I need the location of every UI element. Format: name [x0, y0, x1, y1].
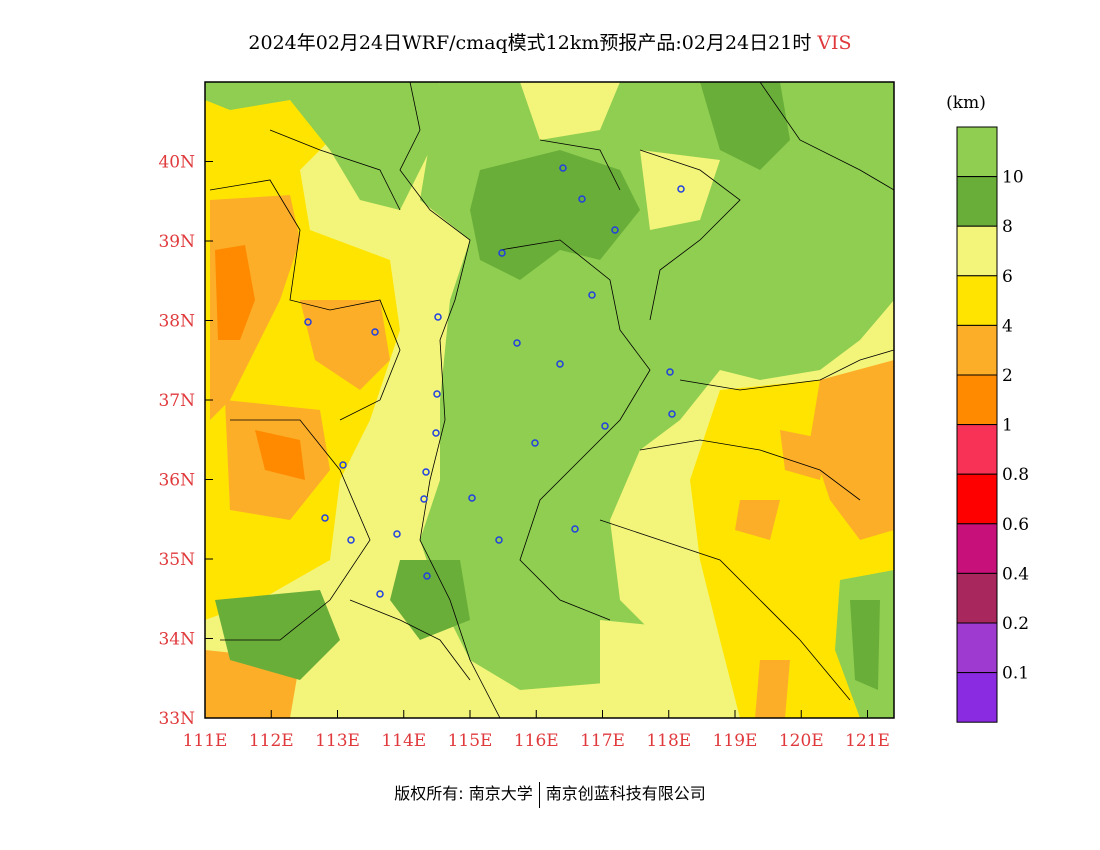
city-marker: [677, 185, 685, 193]
city-marker: [432, 429, 440, 437]
colorbar-swatch: [956, 126, 998, 178]
colorbar-level-label: 0.2: [1002, 614, 1029, 634]
colorbar-swatch: [956, 523, 998, 574]
footer: 版权所有: 南京大学 南京创蓝科技有限公司: [0, 780, 1100, 808]
city-marker: [556, 360, 564, 368]
lat-label: 39N: [158, 232, 195, 252]
colorbar-level-label: 0.4: [1002, 564, 1029, 584]
city-marker: [433, 390, 441, 398]
lon-label: 112E: [249, 731, 294, 751]
colorbar-swatch: [956, 374, 998, 426]
footer-separator: [538, 781, 540, 808]
colorbar-swatch: [956, 424, 998, 475]
city-marker: [666, 368, 674, 376]
city-marker: [559, 164, 567, 172]
city-marker: [434, 313, 442, 321]
colorbar-swatch: [956, 473, 998, 525]
field-west2-2km: [300, 300, 390, 390]
city-marker: [531, 439, 539, 447]
province-boundaries: [209, 82, 894, 718]
field-se-2km: [755, 660, 790, 718]
colorbar-level-label: 6: [1002, 267, 1013, 287]
colorbar: (km) 10 8 6 4 2 1 0.8 0.6 0.4 0.2 0.1: [946, 93, 1029, 723]
city-marker: [571, 525, 579, 533]
lon-label: 118E: [646, 731, 691, 751]
lon-label: 119E: [713, 731, 758, 751]
visibility-field: [205, 82, 894, 718]
city-marker: [495, 536, 503, 544]
lon-label: 114E: [381, 731, 426, 751]
lat-label: 33N: [158, 709, 195, 729]
lon-label: 121E: [845, 731, 890, 751]
lat-label: 36N: [158, 471, 195, 491]
field-s-8km: [390, 560, 470, 640]
city-marker: [393, 530, 401, 538]
lat-label: 38N: [158, 312, 195, 332]
field-east-2km: [810, 360, 894, 540]
field-ne-8km: [700, 82, 790, 170]
city-marker: [611, 226, 619, 234]
field-nw-10km: [205, 82, 440, 210]
colorbar-level-label: 1: [1002, 416, 1013, 436]
city-marker: [578, 195, 586, 203]
city-marker: [304, 318, 312, 326]
city-marker: [588, 291, 596, 299]
lat-label: 40N: [158, 153, 195, 173]
lon-label: 117E: [580, 731, 625, 751]
city-marker: [420, 495, 428, 503]
title-text: 2024年02月24日WRF/cmaq模式12km预报产品:02月24日21时: [248, 32, 812, 54]
city-marker: [513, 339, 521, 347]
city-marker: [376, 590, 384, 598]
field-sw-8km: [215, 590, 340, 680]
colorbar-level-label: 8: [1002, 217, 1013, 237]
city-marker: [668, 410, 676, 418]
lon-label: 115E: [448, 731, 493, 751]
lon-label: 116E: [514, 731, 559, 751]
city-marker: [339, 461, 347, 469]
colorbar-level-label: 0.8: [1002, 465, 1029, 485]
colorbar-level-label: 0.6: [1002, 515, 1029, 535]
city-markers: [304, 164, 685, 598]
field-center-8km: [470, 150, 640, 280]
city-marker: [601, 422, 609, 430]
colorbar-swatch: [956, 225, 998, 277]
field-se-8km: [850, 600, 880, 690]
city-marker: [468, 494, 476, 502]
colorbar-level-label: 10: [1002, 168, 1024, 188]
city-marker: [347, 536, 355, 544]
colorbar-unit: (km): [946, 93, 986, 113]
field-east2-2km: [780, 430, 830, 480]
colorbar-swatch: [956, 324, 998, 376]
colorbar-level-label: 2: [1002, 366, 1013, 386]
field-s2-6km: [600, 620, 720, 718]
variable-label: VIS: [817, 32, 852, 54]
colorbar-swatch: [956, 275, 998, 326]
copyright-text: 版权所有: 南京大学: [394, 784, 533, 803]
field-east3-2km: [735, 500, 780, 540]
colorbar-level-label: 0.1: [1002, 664, 1029, 684]
company-text: 南京创蓝科技有限公司: [545, 784, 706, 803]
city-marker: [422, 468, 430, 476]
lat-label: 34N: [158, 630, 195, 650]
colorbar-swatch: [956, 176, 998, 227]
city-marker: [498, 249, 506, 257]
field-west-1km: [215, 245, 255, 340]
lon-label: 120E: [779, 731, 824, 751]
lon-label: 111E: [183, 731, 228, 751]
field-n-6km: [520, 82, 620, 140]
colorbar-level-label: 4: [1002, 316, 1013, 336]
colorbar-swatch: [956, 572, 998, 624]
city-marker: [371, 328, 379, 336]
lat-label: 37N: [158, 391, 195, 411]
chart-title: 2024年02月24日WRF/cmaq模式12km预报产品:02月24日21时 V…: [0, 28, 1100, 55]
colorbar-swatch: [956, 672, 998, 723]
field-west3-1km: [255, 430, 305, 480]
colorbar-swatch: [956, 622, 998, 674]
lon-label: 113E: [315, 731, 360, 751]
city-marker: [321, 514, 329, 522]
lat-label: 35N: [158, 550, 195, 570]
city-marker: [423, 572, 431, 580]
